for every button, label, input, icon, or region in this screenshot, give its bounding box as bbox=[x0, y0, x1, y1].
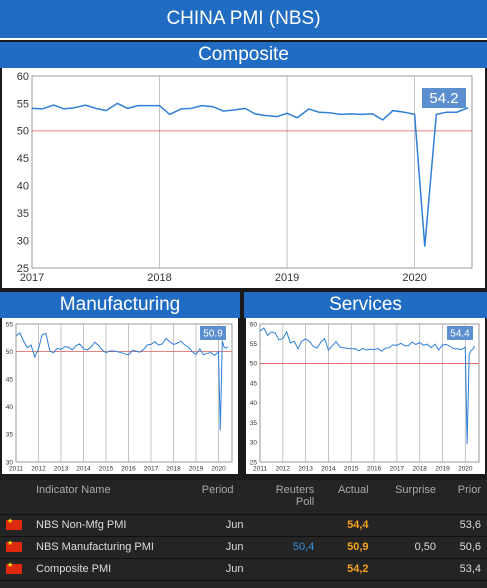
services-section-title: Services bbox=[244, 292, 487, 318]
x-tick-label: 2011 bbox=[9, 466, 23, 473]
y-tick-label: 45 bbox=[17, 153, 29, 165]
flag-header bbox=[0, 480, 30, 515]
period-cell: Jun bbox=[195, 558, 265, 581]
y-tick-label: 25 bbox=[250, 459, 258, 466]
surprise-cell bbox=[374, 514, 443, 537]
x-tick-label: 2017 bbox=[20, 272, 44, 284]
x-tick-label: 2018 bbox=[166, 466, 181, 473]
col-reuters-poll: Reuters Poll bbox=[264, 480, 321, 515]
poll-cell bbox=[264, 514, 321, 537]
y-tick-label: 40 bbox=[6, 404, 14, 411]
x-tick-label: 2013 bbox=[54, 466, 69, 473]
china-flag-icon bbox=[0, 536, 30, 559]
manufacturing-chart: 30 35 40 45 50 55 2011 2012 2013 2014 2015 2016 2017… bbox=[6, 321, 233, 473]
y-tick-label: 55 bbox=[17, 98, 29, 110]
manufacturing-chart-panel: 30 35 40 45 50 55 2011 2012 2013 2014 2015 2016 2017… bbox=[2, 318, 238, 474]
prior-cell: 53,6 bbox=[442, 514, 487, 537]
y-tick-label: 30 bbox=[6, 459, 14, 466]
prior-cell: 53,4 bbox=[442, 558, 487, 581]
y-tick-label: 60 bbox=[17, 71, 29, 83]
surprise-cell bbox=[374, 558, 443, 581]
x-tick-label: 2020 bbox=[211, 466, 226, 473]
y-tick-label: 45 bbox=[250, 380, 258, 387]
x-tick-label: 2020 bbox=[458, 466, 473, 473]
x-tick-label: 2013 bbox=[298, 466, 313, 473]
y-tick-label: 35 bbox=[250, 420, 258, 427]
indicator-name: NBS Manufacturing PMI bbox=[30, 536, 196, 559]
y-tick-label: 55 bbox=[6, 321, 14, 328]
y-tick-label: 40 bbox=[250, 400, 258, 407]
col-surprise: Surprise bbox=[374, 480, 443, 515]
y-tick-label: 30 bbox=[17, 235, 29, 247]
surprise-cell: 0,50 bbox=[374, 536, 443, 559]
actual-cell: 54,2 bbox=[320, 558, 375, 581]
x-tick-label: 2019 bbox=[275, 272, 299, 284]
y-tick-label: 50 bbox=[250, 361, 258, 368]
table-header-row: Indicator Name Period Reuters Poll Actua… bbox=[0, 480, 487, 515]
poll-cell bbox=[264, 558, 321, 581]
indicator-name: Composite PMI bbox=[30, 558, 196, 581]
period-cell: Jun bbox=[195, 514, 265, 537]
china-flag-icon bbox=[0, 558, 30, 581]
x-tick-label: 2012 bbox=[276, 466, 291, 473]
x-tick-label: 2012 bbox=[31, 466, 46, 473]
page-title: CHINA PMI (NBS) bbox=[0, 0, 487, 40]
table-row[interactable]: NBS Manufacturing PMI Jun 50,4 50,9 0,50… bbox=[0, 536, 487, 559]
col-indicator-name: Indicator Name bbox=[30, 480, 196, 515]
services-chart-panel: 25 30 35 40 45 50 55 60 2011 2012 2013 2014 2015 2016… bbox=[246, 318, 485, 474]
x-tick-label: 2018 bbox=[412, 466, 427, 473]
x-tick-label: 2019 bbox=[435, 466, 450, 473]
poll-cell: 50,4 bbox=[264, 536, 321, 559]
series-line bbox=[31, 102, 469, 247]
last-value-badge bbox=[422, 88, 466, 108]
y-tick-label: 35 bbox=[6, 432, 14, 439]
period-cell: Jun bbox=[195, 536, 265, 559]
indicator-name: NBS Non-Mfg PMI bbox=[30, 514, 196, 537]
actual-cell: 50,9 bbox=[320, 536, 375, 559]
series-line bbox=[15, 332, 229, 431]
composite-section-title: Composite bbox=[0, 42, 487, 68]
manufacturing-section-title: Manufacturing bbox=[0, 292, 240, 318]
actual-cell: 54,4 bbox=[320, 514, 375, 537]
china-flag-icon bbox=[0, 514, 30, 537]
prior-cell: 50,6 bbox=[442, 536, 487, 559]
table-row[interactable]: Composite PMI Jun 54,2 53,4 bbox=[0, 558, 487, 581]
x-tick-label: 2016 bbox=[367, 466, 382, 473]
plot-area bbox=[31, 75, 473, 269]
x-tick-label: 2016 bbox=[121, 466, 136, 473]
x-tick-label: 2011 bbox=[253, 466, 267, 473]
x-tick-label: 2015 bbox=[99, 466, 114, 473]
y-tick-label: 50 bbox=[17, 126, 29, 138]
col-period: Period bbox=[195, 480, 265, 515]
services-chart: 25 30 35 40 45 50 55 60 2011 2012 2013 2014 2015 2016… bbox=[250, 321, 480, 473]
y-tick-label: 35 bbox=[17, 208, 29, 220]
x-tick-label: 2020 bbox=[402, 272, 426, 284]
y-tick-label: 40 bbox=[17, 181, 29, 193]
x-tick-label: 2017 bbox=[390, 466, 405, 473]
y-tick-label: 50 bbox=[6, 349, 14, 356]
composite-chart: 25 30 35 40 45 50 55 60 2017 2018 2019 2020 54.2 bbox=[17, 71, 473, 284]
last-value-label: 54.4 bbox=[450, 329, 470, 340]
x-tick-label: 2014 bbox=[76, 466, 91, 473]
col-actual: Actual bbox=[320, 480, 375, 515]
y-tick-label: 25 bbox=[17, 263, 29, 275]
x-tick-label: 2019 bbox=[189, 466, 204, 473]
last-value-badge bbox=[447, 326, 473, 340]
last-value-label: 54.2 bbox=[429, 90, 458, 107]
y-tick-label: 45 bbox=[6, 376, 14, 383]
composite-chart-panel: 25 30 35 40 45 50 55 60 2017 2018 2019 2020 54.2 bbox=[2, 68, 485, 288]
x-tick-label: 2015 bbox=[344, 466, 359, 473]
series-line bbox=[259, 327, 476, 444]
y-tick-label: 55 bbox=[250, 341, 258, 348]
table-row[interactable]: NBS Non-Mfg PMI Jun 54,4 53,6 bbox=[0, 514, 487, 537]
y-tick-label: 30 bbox=[250, 440, 258, 447]
last-value-badge bbox=[200, 326, 226, 340]
indicator-table: Indicator Name Period Reuters Poll Actua… bbox=[0, 480, 487, 588]
col-prior: Prior bbox=[442, 480, 487, 515]
last-value-label: 50.9 bbox=[203, 329, 223, 340]
x-tick-label: 2014 bbox=[321, 466, 336, 473]
x-tick-label: 2017 bbox=[144, 466, 159, 473]
x-tick-label: 2018 bbox=[147, 272, 171, 284]
y-tick-label: 60 bbox=[250, 321, 258, 328]
